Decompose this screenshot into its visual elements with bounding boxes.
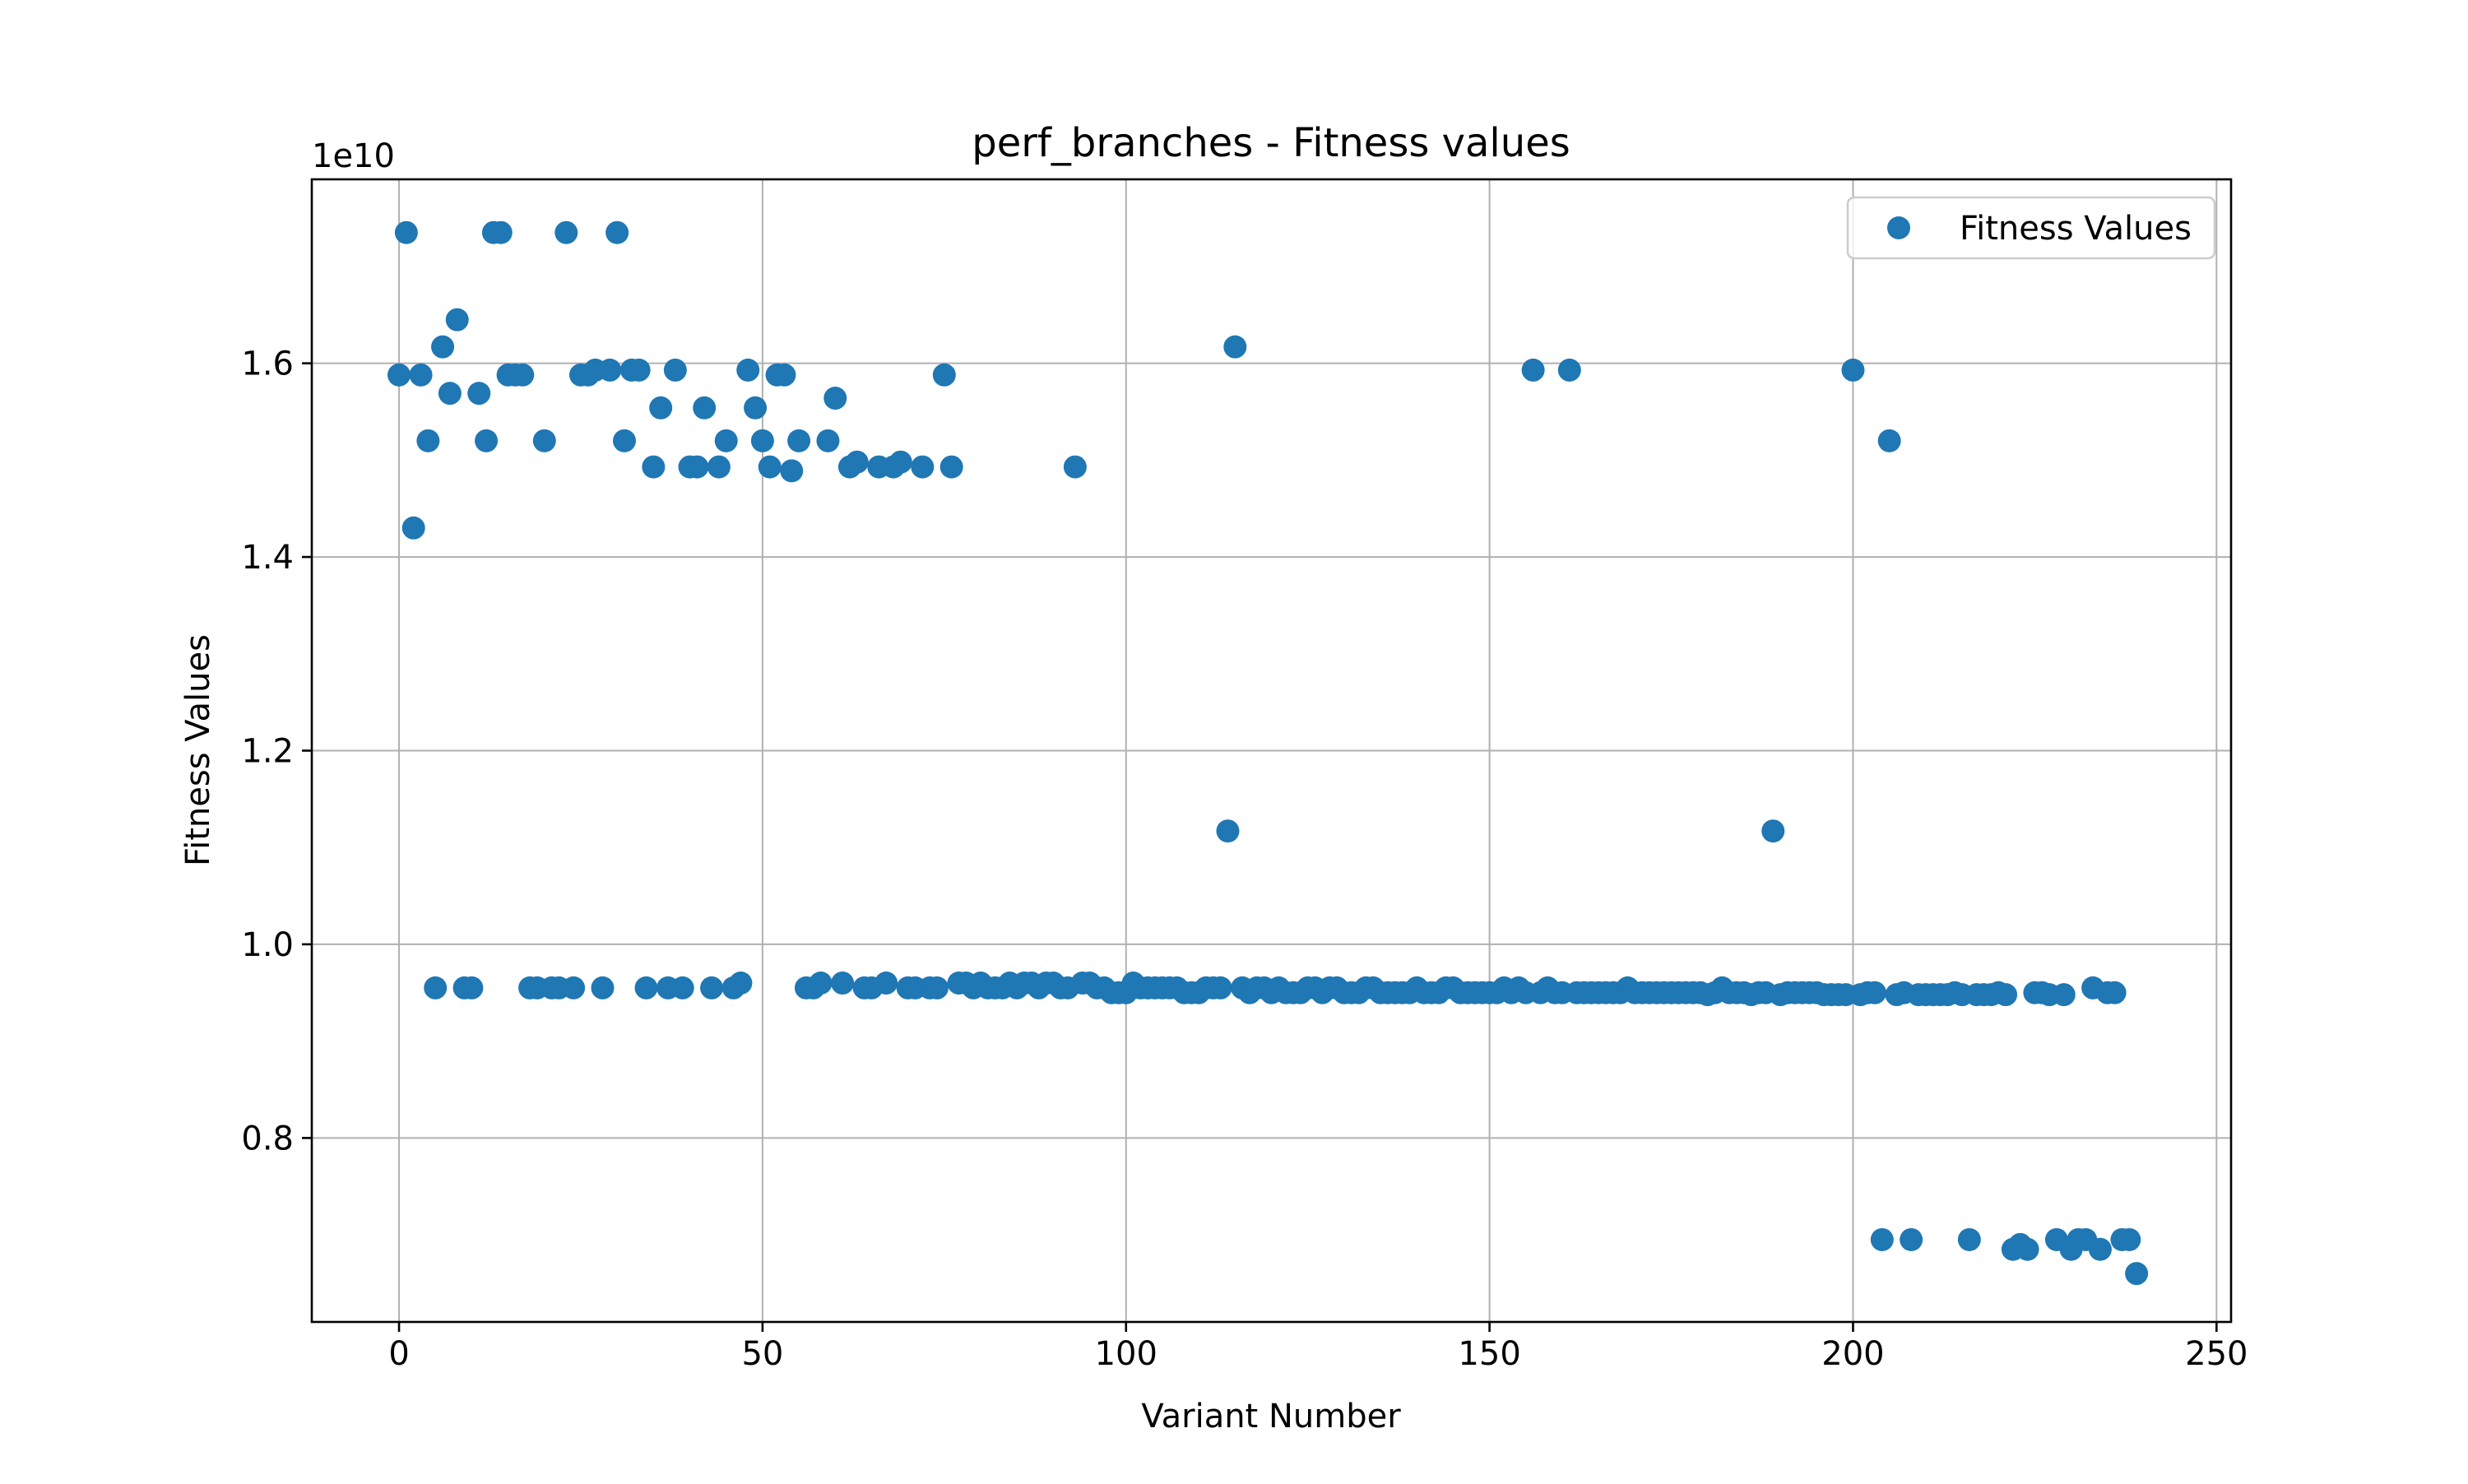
data-point [714,429,738,452]
data-point [1841,358,1865,382]
data-point [816,429,840,452]
data-point [1557,358,1581,382]
data-point [750,429,774,452]
data-point [598,358,622,382]
data-point [1900,1227,1923,1251]
data-point [1994,983,2018,1007]
data-point [685,455,709,479]
x-tick-label: 250 [2185,1335,2248,1373]
data-point [649,396,673,420]
y-axis-offset-label: 1e10 [312,137,395,175]
data-point [489,220,513,244]
data-point [1223,335,1247,359]
x-axis-label: Variant Number [1141,1398,1401,1435]
x-tick-label: 200 [1821,1335,1884,1373]
data-point [2103,981,2127,1004]
data-point [467,382,491,406]
x-tick-label: 150 [1458,1335,1520,1373]
data-point [911,455,935,479]
data-point [1063,455,1087,479]
data-point [845,450,869,474]
data-point [460,976,484,999]
data-point [736,358,760,382]
data-point [888,450,912,474]
data-point [424,976,448,999]
data-point [409,363,433,387]
legend-marker [1887,216,1910,239]
data-point [394,220,418,244]
legend-label: Fitness Values [1960,210,2192,248]
y-tick-label: 0.8 [241,1120,294,1157]
data-point [438,382,462,406]
data-point [612,429,636,452]
data-point [562,976,586,999]
data-point [2125,1262,2149,1286]
data-point [401,516,425,540]
y-tick-label: 1.6 [241,345,294,383]
y-tick-label: 1.0 [241,926,294,964]
data-point [416,429,440,452]
data-point [1761,819,1785,843]
y-axis-label: Fitness Values [179,634,217,866]
data-point [939,455,963,479]
chart-title: perf_branches - Fitness values [972,120,1570,166]
data-point [2016,1237,2039,1261]
data-point [707,455,731,479]
data-point [758,455,782,479]
legend-box [1846,196,2216,260]
data-point [1521,358,1545,382]
data-point [511,363,535,387]
data-point [772,363,796,387]
x-tick-label: 0 [388,1335,409,1373]
data-point [823,387,847,410]
grid [312,179,2231,1322]
data-point [874,972,898,995]
data-point [642,455,666,479]
data-point [787,429,811,452]
data-point [809,972,833,995]
data-point [670,976,694,999]
data-point [1208,976,1232,999]
data-point [445,308,469,332]
data-point [634,976,658,999]
data-point [693,396,717,420]
y-tick-label: 1.4 [241,539,294,577]
data-point [729,972,753,995]
data-point [744,396,768,420]
data-point [2052,983,2076,1007]
data-point [925,976,949,999]
data-point [2118,1227,2141,1251]
x-tick-label: 100 [1095,1335,1157,1373]
data-point [663,358,687,382]
x-tick-label: 50 [741,1335,783,1373]
data-point [1870,1227,1894,1251]
data-point [605,220,629,244]
data-point [700,976,724,999]
data-point [1216,819,1240,843]
data-point [591,976,615,999]
legend: Fitness Values [1846,196,2216,260]
data-point [1957,1227,1981,1251]
data-point [932,363,956,387]
data-point [431,335,455,359]
data-point [387,363,411,387]
y-tick-label: 1.2 [241,733,294,771]
data-points [387,220,2149,1286]
data-point [780,459,804,483]
data-point [532,429,556,452]
axis-ticks: 0 50 100 150 200 250 0.8 1.0 1.2 1.4 1.6 [241,345,2248,1373]
data-point [2088,1237,2112,1261]
data-point [627,358,651,382]
data-point [554,220,578,244]
data-point [1863,981,1886,1004]
data-point [475,429,499,452]
data-point [831,972,855,995]
data-point [1877,429,1901,452]
